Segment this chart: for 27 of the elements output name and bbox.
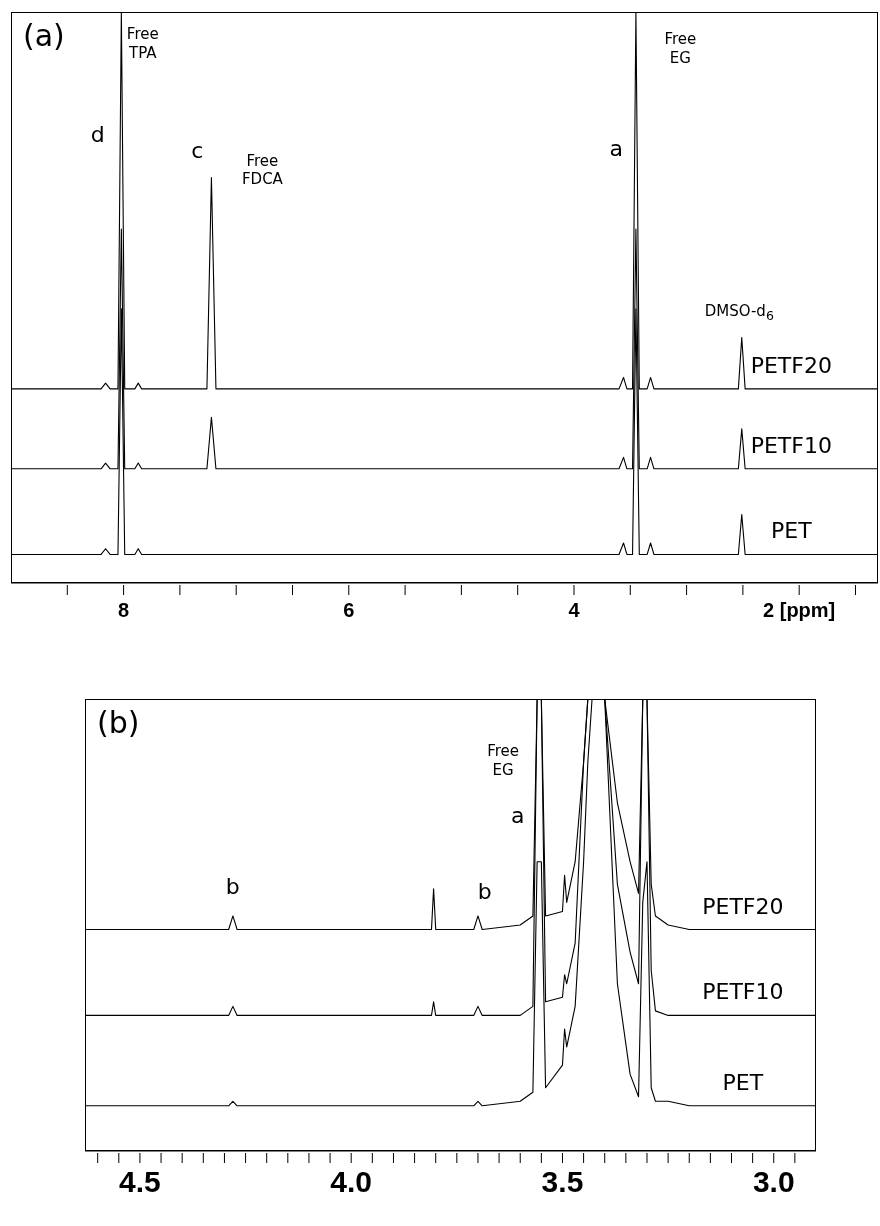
x-tick-label: 4: [568, 599, 581, 622]
annotation: b: [477, 878, 492, 906]
x-tick-label: 4.5: [119, 1165, 161, 1199]
series-label: PET: [722, 1069, 764, 1095]
series-label: PETF20: [750, 352, 832, 378]
series-label: PETF20: [702, 893, 784, 919]
x-tick-label: 3.0: [752, 1165, 795, 1199]
annotation: Free EG: [664, 30, 697, 68]
series-label: PETF10: [750, 432, 832, 458]
annotation: b: [225, 873, 240, 901]
annotation: Free TPA: [126, 25, 159, 63]
chart-title: (a): [23, 18, 65, 53]
annotation: Free FDCA: [241, 151, 283, 190]
annotation: Free EG: [487, 742, 520, 780]
annotation: c: [191, 137, 204, 165]
series-label: PET: [771, 518, 813, 544]
annotation: d: [90, 121, 105, 149]
x-tick-label: 4.0: [330, 1165, 373, 1199]
series-label: PETF10: [702, 979, 784, 1005]
annotation: a: [511, 802, 525, 830]
x-tick-label: 6: [343, 599, 355, 622]
x-tick-label: 3.5: [541, 1165, 584, 1199]
annotation: DMSO-d$_{6}$: [704, 302, 774, 324]
chart-title: (b): [97, 705, 140, 740]
x-tick-label: 8: [118, 599, 130, 622]
x-tick-label: 2 [ppm]: [763, 599, 836, 622]
annotation: a: [609, 135, 623, 163]
